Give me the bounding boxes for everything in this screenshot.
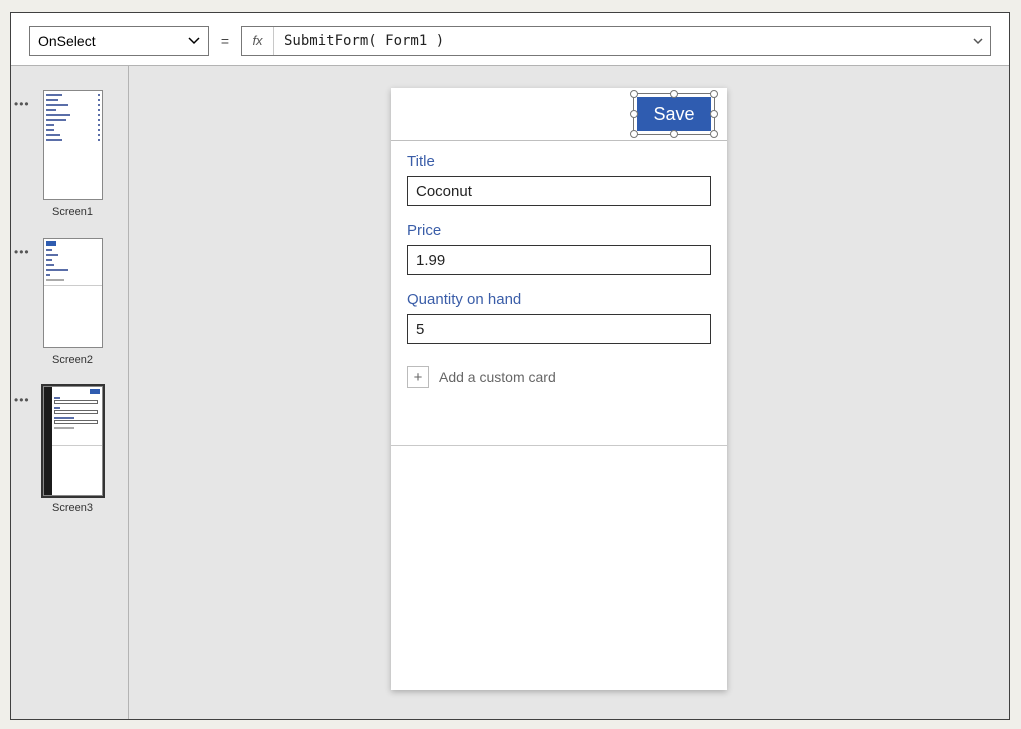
formula-input-wrap: fx	[241, 26, 991, 56]
screen-menu-icon[interactable]: •••	[14, 398, 30, 402]
screen-label: Screen2	[31, 354, 114, 366]
property-dropdown[interactable]: OnSelect	[29, 26, 209, 56]
resize-handle[interactable]	[630, 130, 638, 138]
field-input-quantity[interactable]	[407, 314, 711, 344]
app-frame: OnSelect = fx •••	[10, 12, 1010, 720]
screen-thumbnail-2[interactable]: ••• Screen2	[11, 238, 128, 366]
resize-handle[interactable]	[710, 110, 718, 118]
formula-input[interactable]	[274, 33, 966, 49]
field-label-title: Title	[407, 153, 711, 170]
design-surface[interactable]: Save Title Price Quantity on hand	[391, 88, 727, 690]
save-button[interactable]: Save	[637, 97, 711, 131]
screen-label: Screen3	[31, 502, 114, 514]
form-divider	[391, 445, 727, 446]
thumb-preview	[43, 238, 103, 348]
resize-handle[interactable]	[710, 90, 718, 98]
screen-thumbnail-3[interactable]: ••• Screen3	[11, 386, 128, 514]
resize-handle[interactable]	[670, 130, 678, 138]
screen-label: Screen1	[31, 206, 114, 218]
screen-thumbnail-1[interactable]: ••• Screen1	[11, 90, 128, 218]
screen-menu-icon[interactable]: •••	[14, 102, 30, 106]
formula-expand-button[interactable]	[966, 36, 990, 46]
resize-handle[interactable]	[710, 130, 718, 138]
add-custom-card[interactable]: + Add a custom card	[407, 366, 711, 388]
fx-label: fx	[242, 27, 274, 55]
field-input-title[interactable]	[407, 176, 711, 206]
thumb-preview	[43, 386, 103, 496]
field-label-quantity: Quantity on hand	[407, 291, 711, 308]
plus-icon: +	[407, 366, 429, 388]
canvas-area: ••• Screen1	[11, 65, 1009, 719]
add-card-label: Add a custom card	[439, 369, 556, 385]
form-body: Title Price Quantity on hand + Add a cus…	[391, 141, 727, 388]
field-input-price[interactable]	[407, 245, 711, 275]
thumb-preview	[43, 90, 103, 200]
screens-panel: ••• Screen1	[11, 66, 129, 719]
screen-menu-icon[interactable]: •••	[14, 250, 30, 254]
formula-bar: OnSelect = fx	[29, 26, 991, 56]
form-header: Save	[391, 88, 727, 141]
equals-label: =	[217, 26, 233, 56]
field-label-price: Price	[407, 222, 711, 239]
